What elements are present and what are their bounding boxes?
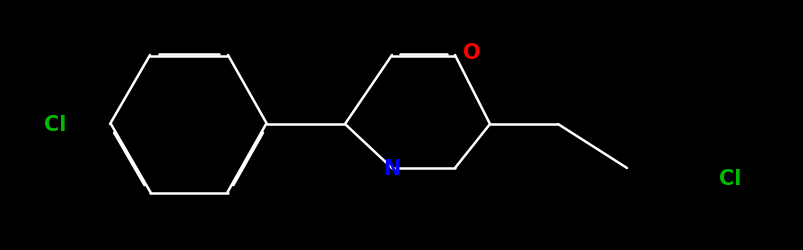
Text: Cl: Cl: [718, 168, 740, 188]
Text: Cl: Cl: [43, 114, 66, 134]
Text: O: O: [463, 43, 480, 63]
Text: N: N: [383, 158, 400, 178]
